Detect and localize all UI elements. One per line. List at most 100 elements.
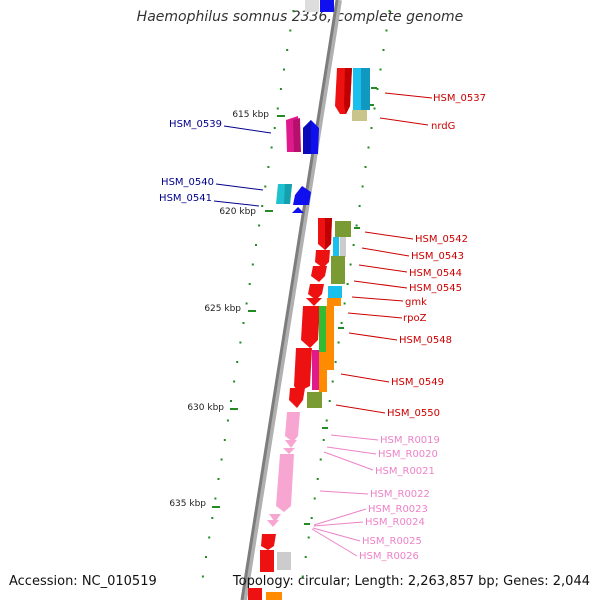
kbp-label: 630 kbp: [187, 403, 224, 413]
map-title: Haemophilus somnus 2336, complete genome: [136, 9, 464, 25]
tick-dot: [364, 166, 367, 168]
gene-nrdg[interactable]: [352, 110, 367, 121]
kbp-tick-630: 630 kbp: [187, 403, 238, 413]
gene-hsm0549[interactable]: [294, 348, 327, 392]
tick-dot: [258, 224, 261, 227]
forward-labels: HSM_0537 nrdG HSM_0542 HSM_0543 HSM_0544…: [387, 93, 486, 419]
gene-label-hsmr0025: HSM_R0025: [362, 536, 422, 547]
gene-label-hsm0540: HSM_0540: [161, 177, 214, 188]
tick-dot: [301, 575, 304, 578]
tick-dot: [226, 419, 229, 422]
tick-dot: [358, 205, 361, 207]
tick-dot: [331, 380, 334, 383]
tick-dot: [255, 244, 257, 246]
gene-bottom-1[interactable]: [248, 534, 291, 600]
kbp-label: 615 kbp: [232, 110, 269, 120]
tick-dot: [334, 361, 337, 363]
tick-dots-left: [201, 10, 295, 578]
tick-dot: [316, 478, 319, 480]
gene-hsm0541[interactable]: [292, 186, 311, 213]
gene-label-hsm0549: HSM_0549: [391, 377, 444, 388]
tick-dot: [233, 380, 236, 383]
gene-label-hsm0548: HSM_0548: [399, 335, 452, 346]
tick-dot: [313, 497, 316, 500]
gene-label-hsmr0021: HSM_R0021: [375, 466, 435, 477]
tick-dot: [208, 536, 211, 539]
rna-label-lines: [311, 434, 379, 557]
kbp-label: 620 kbp: [219, 207, 256, 217]
feature-top-grey[interactable]: [305, 0, 319, 12]
kbp-tick-620: 620 kbp: [219, 207, 273, 217]
rna-labels: HSM_R0019 HSM_R0020 HSM_R0021 HSM_R0022 …: [359, 435, 440, 562]
kbp-tick-615: 615 kbp: [232, 110, 285, 120]
tick-dot: [248, 283, 251, 285]
feature-top-blue[interactable]: [320, 0, 334, 12]
tick-dot: [230, 400, 232, 402]
tick-dot: [346, 283, 349, 285]
tick-dot: [264, 185, 267, 188]
gene-label-hsm0539: HSM_0539: [169, 119, 222, 130]
gene-hsm0550[interactable]: [289, 388, 322, 408]
kbp-label: 625 kbp: [204, 304, 241, 314]
genome-backbone-shadow: [241, 0, 342, 600]
tick-dot: [304, 556, 307, 558]
tick-dot: [261, 205, 264, 207]
rna-features[interactable]: [267, 412, 300, 527]
gene-label-gmk: gmk: [405, 297, 427, 308]
gene-hsm0540[interactable]: [276, 184, 292, 204]
gene-label-hsm0537: HSM_0537: [433, 93, 486, 104]
tick-dot: [214, 497, 217, 500]
tick-dot: [379, 68, 382, 71]
gene-label-rpoz: rpoZ: [403, 313, 427, 324]
tick-dot: [328, 400, 331, 402]
gene-hsm0548[interactable]: [301, 306, 334, 370]
reverse-label-lines: [213, 125, 272, 207]
tick-dot: [283, 68, 285, 71]
gene-hsm0539[interactable]: [286, 116, 319, 154]
gene-label-hsm0543: HSM_0543: [411, 251, 464, 262]
tick-dot: [373, 107, 376, 110]
gene-hsm0545[interactable]: [308, 284, 342, 300]
tick-dot: [367, 146, 370, 149]
tick-dot: [289, 29, 292, 32]
gene-gmk[interactable]: [306, 298, 341, 306]
tick-dot: [279, 88, 282, 90]
genome-backbone: [240, 0, 339, 600]
kbp-label: 635 kbp: [169, 499, 206, 509]
tick-dot: [273, 127, 276, 129]
gene-label-hsm0542: HSM_0542: [415, 234, 468, 245]
tick-dot: [270, 146, 273, 149]
gene-label-hsmr0020: HSM_R0020: [378, 449, 438, 460]
gene-label-hsmr0024: HSM_R0024: [365, 517, 425, 528]
tick-dot: [361, 185, 364, 188]
gene-label-hsm0550: HSM_0550: [387, 408, 440, 419]
gene-hsm0537[interactable]: [335, 68, 370, 114]
gene-label-hsmr0022: HSM_R0022: [370, 489, 430, 500]
kbp-tick-625: 625 kbp: [204, 304, 256, 314]
tick-dot: [325, 419, 328, 422]
tick-dot: [211, 517, 214, 519]
gene-label-hsm0545: HSM_0545: [409, 283, 462, 294]
tick-dot: [310, 517, 313, 519]
tick-dot: [245, 302, 248, 305]
kbp-tick-635: 635 kbp: [169, 499, 220, 509]
tick-dot: [276, 107, 279, 110]
gene-label-nrdg: nrdG: [431, 121, 455, 132]
tick-dot: [236, 361, 239, 363]
tick-dot: [205, 556, 207, 558]
tick-dot: [385, 29, 388, 32]
tick-dot: [337, 341, 340, 344]
tick-dot: [251, 263, 254, 266]
gene-hsm0543[interactable]: [315, 237, 346, 268]
tick-dot: [267, 166, 270, 168]
gene-hsm0542[interactable]: [318, 218, 351, 250]
gene-rpoz[interactable]: [324, 306, 334, 320]
gene-label-hsmr0023: HSM_R0023: [368, 504, 428, 515]
tick-dot: [201, 575, 204, 578]
tick-dot: [352, 244, 355, 246]
tick-dot: [370, 127, 373, 129]
tick-dot: [349, 263, 352, 266]
gene-hsm0544[interactable]: [311, 256, 345, 284]
tick-dot: [292, 10, 295, 12]
